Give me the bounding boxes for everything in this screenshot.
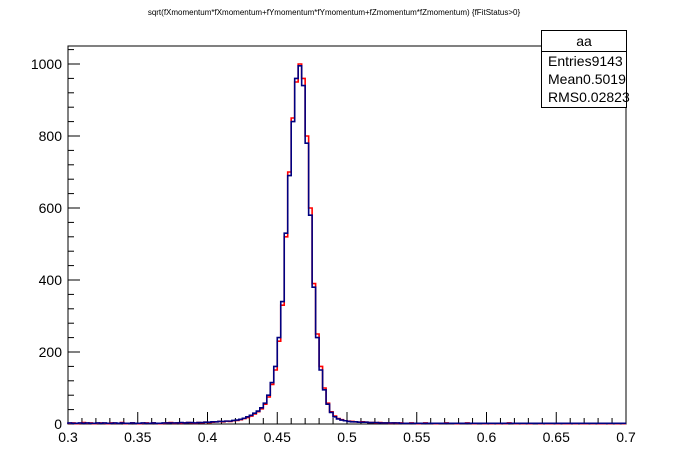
stats-rms-label: RMS	[548, 89, 580, 105]
histogram-series-1	[67, 63, 626, 425]
x-tick-label: 0.45	[264, 429, 291, 445]
y-tick-label: 200	[39, 344, 63, 360]
stats-rms-value: 0.02823	[579, 89, 630, 105]
y-tick-label: 1000	[31, 56, 62, 72]
stats-histogram-name: aa	[542, 31, 626, 52]
plot-title: sqrt(fXmomentum*fXmomentum+fYmomentum*fY…	[147, 8, 521, 17]
stats-entries-label: Entries	[548, 53, 592, 69]
stats-box[interactable]: aa Entries 9143 Mean 0.5019 RMS 0.02823	[541, 30, 630, 108]
y-axis: 0 200 400 600 800 1000	[31, 49, 80, 432]
x-tick-label: 0.65	[543, 429, 570, 445]
stats-mean-value: 0.5019	[583, 71, 626, 87]
x-tick-label: 0.4	[198, 429, 218, 445]
x-tick-label: 0.5	[337, 429, 357, 445]
x-tick-label: 0.3	[58, 429, 78, 445]
stats-entries-row: Entries 9143	[542, 52, 626, 70]
x-tick-label: 0.55	[403, 429, 430, 445]
stats-rms-row: RMS 0.02823	[542, 88, 630, 106]
stats-entries-value: 9143	[591, 53, 623, 69]
x-tick-label: 0.35	[124, 429, 151, 445]
x-tick-label: 0.6	[477, 429, 497, 445]
histogram-series-2	[67, 65, 626, 425]
series-layer	[67, 63, 626, 425]
y-tick-label: 0	[54, 416, 62, 432]
y-tick-label: 800	[39, 128, 63, 144]
y-tick-label: 400	[39, 272, 63, 288]
y-tick-label: 600	[39, 200, 63, 216]
x-tick-label: 0.7	[616, 429, 636, 445]
stats-mean-label: Mean	[548, 71, 584, 87]
x-axis: 0.3 0.35 0.4 0.45 0.5 0.55 0.6 0.65 0.7	[58, 412, 636, 445]
stats-mean-row: Mean 0.5019	[542, 70, 626, 88]
